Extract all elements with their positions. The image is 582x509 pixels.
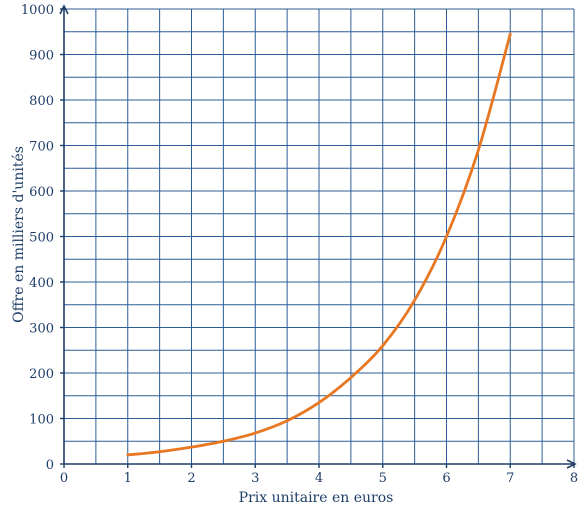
x-tick-label: 5 <box>379 471 387 486</box>
y-tick-label: 600 <box>29 185 54 200</box>
y-axis-arrow-icon <box>59 4 69 15</box>
x-tick-label: 3 <box>251 471 259 486</box>
x-tick-label: 6 <box>442 471 450 486</box>
y-tick-label: 100 <box>29 413 54 428</box>
x-tick-label: 4 <box>315 471 323 486</box>
y-tick-label: 800 <box>29 94 54 109</box>
x-axis-label: Prix unitaire en euros <box>239 490 394 506</box>
y-axis-label: Offre en milliers d'unités <box>11 146 27 323</box>
x-axis-arrow-icon <box>566 459 577 469</box>
x-tick-label: 7 <box>506 471 514 486</box>
y-tick-label: 500 <box>29 231 54 246</box>
tick-labels: 0 1 2 3 4 5 6 7 8 0 100 200 300 400 500 600 700 800 900 100… <box>21 3 578 486</box>
x-tick-label: 8 <box>570 471 578 486</box>
series-curve-group <box>126 32 512 457</box>
y-tick-label: 400 <box>29 276 54 291</box>
x-tick-label: 1 <box>124 471 132 486</box>
y-tick-label: 0 <box>46 458 54 473</box>
y-tick-label: 300 <box>29 322 54 337</box>
x-tick-label: 0 <box>60 471 68 486</box>
y-tick-label: 1000 <box>21 3 54 18</box>
y-tick-label: 900 <box>29 49 54 64</box>
y-tick-label: 200 <box>29 367 54 382</box>
supply-curve <box>126 32 512 457</box>
y-tick-label: 700 <box>29 140 54 155</box>
x-tick-label: 2 <box>187 471 195 486</box>
